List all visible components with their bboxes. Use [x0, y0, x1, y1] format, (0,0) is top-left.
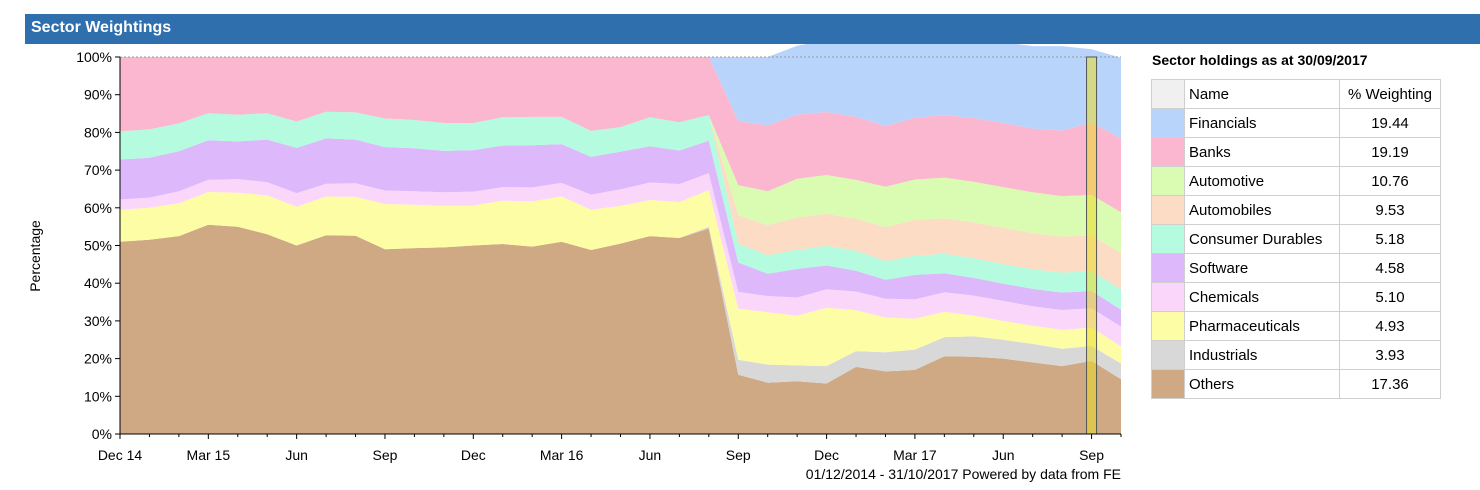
- color-swatch: [1151, 253, 1185, 283]
- sector-weighting: 17.36: [1339, 369, 1441, 399]
- y-tick-label: 30%: [84, 313, 112, 329]
- color-swatch: [1151, 137, 1185, 167]
- sector-weighting: 19.19: [1339, 137, 1441, 167]
- holdings-row: Automobiles 9.53: [1151, 195, 1441, 225]
- holdings-header-row: Name % Weighting: [1151, 79, 1441, 109]
- sector-name: Chemicals: [1184, 282, 1340, 312]
- sector-weighting: 10.76: [1339, 166, 1441, 196]
- holdings-row: Automotive 10.76: [1151, 166, 1441, 196]
- color-swatch: [1151, 195, 1185, 225]
- sector-weighting: 3.93: [1339, 340, 1441, 370]
- x-tick-label: Dec: [814, 447, 839, 463]
- y-tick-label: 50%: [84, 238, 112, 254]
- y-tick-label: 0%: [92, 426, 112, 442]
- holdings-title: Sector holdings as at 30/09/2017: [1152, 52, 1368, 68]
- x-tick-label: Mar 17: [893, 447, 937, 463]
- y-tick-label: 20%: [84, 351, 112, 367]
- sector-name: Automobiles: [1184, 195, 1340, 225]
- sector-weighting: 4.58: [1339, 253, 1441, 283]
- column-header-name: Name: [1184, 79, 1340, 109]
- area-software: [120, 138, 1121, 327]
- section-title: Sector Weightings: [31, 19, 172, 36]
- y-tick-label: 70%: [84, 162, 112, 178]
- x-tick-label: Mar 15: [187, 447, 231, 463]
- holdings-row: Consumer Durables 5.18: [1151, 224, 1441, 254]
- sector-weighting: 4.93: [1339, 311, 1441, 341]
- color-swatch: [1151, 340, 1185, 370]
- column-header-weighting: % Weighting: [1339, 79, 1441, 109]
- color-swatch: [1151, 108, 1185, 138]
- y-tick-label: 60%: [84, 200, 112, 216]
- area-automotive: [120, 111, 1121, 253]
- sector-weighting: 5.10: [1339, 282, 1441, 312]
- sector-name: Banks: [1184, 137, 1340, 167]
- sector-name: Consumer Durables: [1184, 224, 1340, 254]
- y-tick-label: 100%: [76, 49, 112, 65]
- color-swatch: [1151, 311, 1185, 341]
- section-header: Sector Weightings: [25, 14, 1480, 44]
- color-swatch: [1151, 224, 1185, 254]
- x-tick-label: Jun: [285, 447, 308, 463]
- sector-weightings-chart: 0% 10% 20% 30% 40% 50% 60% 70% 80% 90% 100% Dec 14 M…: [27, 44, 1122, 482]
- y-axis-label: Percentage: [27, 220, 43, 292]
- sector-weighting: 19.44: [1339, 108, 1441, 138]
- sector-name: Financials: [1184, 108, 1340, 138]
- area-financials: [120, 44, 1121, 139]
- sector-name: Industrials: [1184, 340, 1340, 370]
- header-swatch-cell: [1151, 79, 1185, 109]
- color-swatch: [1151, 166, 1185, 196]
- x-tick-label: Dec: [461, 447, 486, 463]
- holdings-row: Financials 19.44: [1151, 108, 1441, 138]
- area-banks: [120, 57, 1121, 213]
- sector-name: Pharmaceuticals: [1184, 311, 1340, 341]
- holdings-row: Chemicals 5.10: [1151, 282, 1441, 312]
- color-swatch: [1151, 282, 1185, 312]
- sector-weighting: 9.53: [1339, 195, 1441, 225]
- chart-areas: [120, 44, 1121, 434]
- sector-name: Others: [1184, 369, 1340, 399]
- holdings-row: Pharmaceuticals 4.93: [1151, 311, 1441, 341]
- y-tick-label: 90%: [84, 87, 112, 103]
- highlight-marker: [1086, 56, 1098, 435]
- x-tick-label: Sep: [373, 447, 398, 463]
- x-tick-label: Jun: [639, 447, 662, 463]
- x-tick-label: Jun: [992, 447, 1015, 463]
- sector-weighting: 5.18: [1339, 224, 1441, 254]
- x-tick-label: Mar 16: [540, 447, 584, 463]
- area-chemicals: [120, 173, 1121, 347]
- y-tick-label: 80%: [84, 124, 112, 140]
- holdings-row: Software 4.58: [1151, 253, 1441, 283]
- x-tick-label: Dec 14: [98, 447, 143, 463]
- holdings-row: Banks 19.19: [1151, 137, 1441, 167]
- area-others: [120, 224, 1121, 434]
- date-range-caption: 01/12/2014 - 31/10/2017 Powered by data …: [806, 466, 1121, 482]
- holdings-table: Name % Weighting Financials 19.44 Banks 19.…: [1151, 79, 1441, 399]
- x-tick-label: Sep: [726, 447, 751, 463]
- chart-axes: 0% 10% 20% 30% 40% 50% 60% 70% 80% 90% 100% Dec 14 M…: [76, 49, 1122, 463]
- sector-name: Software: [1184, 253, 1340, 283]
- holdings-row: Others 17.36: [1151, 369, 1441, 399]
- x-tick-label: Sep: [1079, 447, 1104, 463]
- area-automobiles: [120, 111, 1121, 290]
- area-pharmaceuticals: [120, 190, 1121, 367]
- sector-name: Automotive: [1184, 166, 1340, 196]
- area-consumer-durables: [120, 111, 1121, 310]
- holdings-row: Industrials 3.93: [1151, 340, 1441, 370]
- color-swatch: [1151, 369, 1185, 399]
- y-tick-label: 40%: [84, 275, 112, 291]
- y-tick-label: 10%: [84, 388, 112, 404]
